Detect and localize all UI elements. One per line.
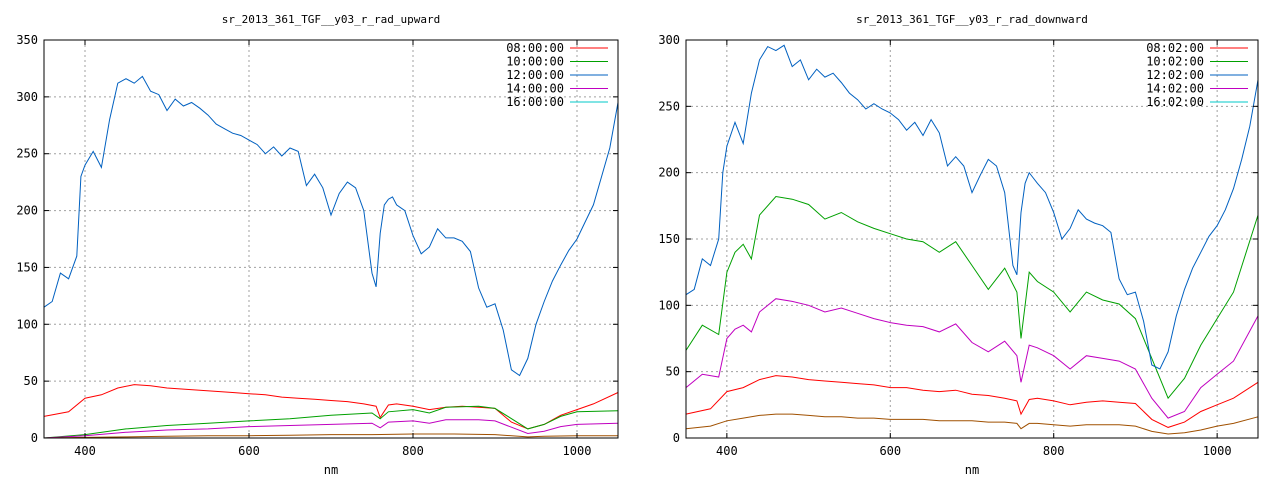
chart-panel-upward: 400 600 800 1000 0 50 100 150 200 250 300 350 sr_201…: [16, 13, 619, 477]
y-tick-label-3: 150: [16, 260, 38, 274]
series-line-5: [43, 433, 618, 439]
chart-panel-downward: 400 600 800 1000 0 50 100 150 200 250 300 sr_2013_3…: [640, 0, 1280, 480]
y-tick-label-6: 300: [658, 33, 680, 47]
chart-title: sr_2013_361_TGF__y03_r_rad_upward: [222, 13, 441, 26]
y-tick-label-2: 100: [16, 317, 38, 331]
legend-label-3: 14:02:00: [1146, 82, 1204, 96]
chart-downward: 400 600 800 1000 0 50 100 150 200 250 300 sr_2013_3…: [658, 13, 1259, 477]
x-tick-label-2: 800: [402, 444, 424, 458]
x-tick-label-3: 1000: [1203, 444, 1232, 458]
series-line-3: [43, 419, 619, 439]
y-tick-label-1: 50: [666, 365, 680, 379]
legend-label-1: 10:00:00: [506, 55, 564, 69]
x-tick-label-3: 1000: [563, 444, 592, 458]
y-tick-label-4: 200: [658, 166, 680, 180]
series-line-0: [43, 384, 619, 430]
series-line-0: [685, 375, 1259, 428]
plot-frame: [43, 39, 619, 439]
legend-label-2: 12:00:00: [506, 68, 564, 82]
y-tick-label-2: 100: [658, 298, 680, 312]
x-tick-label-0: 400: [74, 444, 96, 458]
y-tick-label-3: 150: [658, 232, 680, 246]
series-line-1: [43, 405, 619, 439]
x-tick-label-2: 800: [1043, 444, 1065, 458]
y-tick-label-0: 0: [673, 431, 680, 445]
legend-label-2: 12:02:00: [1146, 68, 1204, 82]
y-tick-label-5: 250: [658, 99, 680, 113]
series-line-5: [685, 413, 1259, 435]
x-axis-label: nm: [965, 463, 979, 477]
legend-label-1: 10:02:00: [1146, 55, 1204, 69]
series-line-1: [685, 195, 1259, 400]
legend-label-0: 08:00:00: [506, 41, 564, 55]
series-line-2: [43, 75, 619, 377]
legend-label-4: 16:00:00: [506, 95, 564, 109]
x-tick-label-1: 600: [238, 444, 260, 458]
y-tick-label-0: 0: [31, 431, 38, 445]
chart-upward: 400 600 800 1000 0 50 100 150 200 250 300 350 sr_201…: [16, 13, 619, 477]
y-tick-label-5: 250: [16, 147, 38, 161]
series-line-2: [685, 44, 1259, 370]
series-line-3: [685, 298, 1259, 419]
x-axis-label: nm: [324, 463, 338, 477]
y-tick-label-7: 350: [16, 33, 38, 47]
legend-label-3: 14:00:00: [506, 82, 564, 96]
y-tick-label-1: 50: [24, 374, 38, 388]
x-tick-label-0: 400: [716, 444, 738, 458]
legend-label-0: 08:02:00: [1146, 41, 1204, 55]
x-tick-label-1: 600: [879, 444, 901, 458]
y-tick-label-6: 300: [16, 90, 38, 104]
legend-label-4: 16:02:00: [1146, 95, 1204, 109]
y-tick-label-4: 200: [16, 204, 38, 218]
chart-title: sr_2013_361_TGF__y03_r_rad_downward: [856, 13, 1088, 26]
